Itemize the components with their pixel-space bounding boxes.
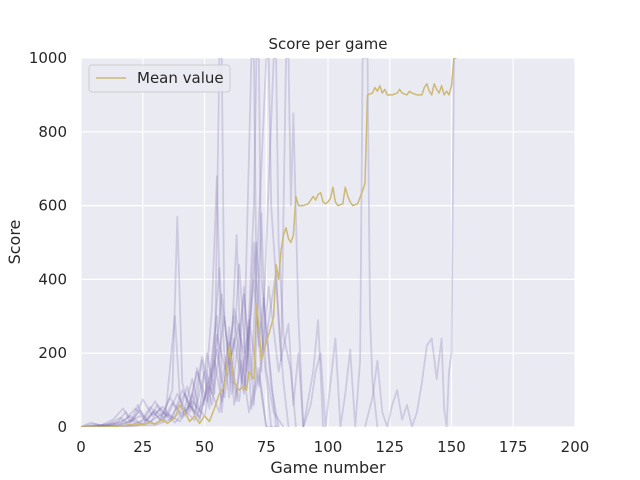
grid-lines	[80, 57, 576, 428]
run-series-line-0	[81, 315, 279, 427]
y-tick-label-5: 1000	[29, 49, 67, 67]
x-tick-label-1: 25	[133, 438, 152, 456]
legend-label-mean-value: Mean value	[137, 69, 224, 87]
y-tick-label-1: 200	[38, 344, 67, 362]
x-tick-label-6: 150	[437, 438, 466, 456]
y-tick-labels: 0 200 400 600 800 1000	[29, 49, 67, 436]
y-tick-label-4: 800	[38, 123, 67, 141]
x-tick-label-8: 200	[561, 438, 590, 456]
x-tick-label-0: 0	[76, 438, 86, 456]
y-tick-label-2: 400	[38, 270, 67, 288]
run-series-line-10	[81, 241, 280, 427]
x-axis-label: Game number	[270, 458, 386, 477]
run-series-line-3	[81, 58, 277, 427]
x-tick-label-3: 75	[257, 438, 276, 456]
x-tick-label-4: 100	[314, 438, 343, 456]
run-series-line-7	[81, 285, 324, 427]
x-tick-label-2: 50	[195, 438, 214, 456]
legend: Mean value	[88, 64, 231, 93]
y-tick-label-0: 0	[57, 418, 67, 436]
run-series-line-1	[81, 175, 268, 427]
run-series-line-9	[364, 58, 457, 427]
run-series-line-2	[81, 212, 285, 427]
mean-series-group	[81, 58, 457, 427]
chart-title: Score per game	[268, 35, 387, 53]
y-tick-label-3: 600	[38, 197, 67, 215]
mean-value-line	[81, 58, 457, 427]
x-tick-label-5: 125	[375, 438, 404, 456]
x-tick-label-7: 175	[499, 438, 528, 456]
run-series-line-4	[81, 58, 290, 427]
run-series-line-6	[81, 58, 305, 427]
x-tick-labels: 0 25 50 75 100 125 150 175 200	[76, 438, 589, 456]
legend-box	[88, 64, 231, 93]
y-axis-label: Score	[5, 220, 24, 265]
run-series-line-11	[81, 58, 273, 427]
